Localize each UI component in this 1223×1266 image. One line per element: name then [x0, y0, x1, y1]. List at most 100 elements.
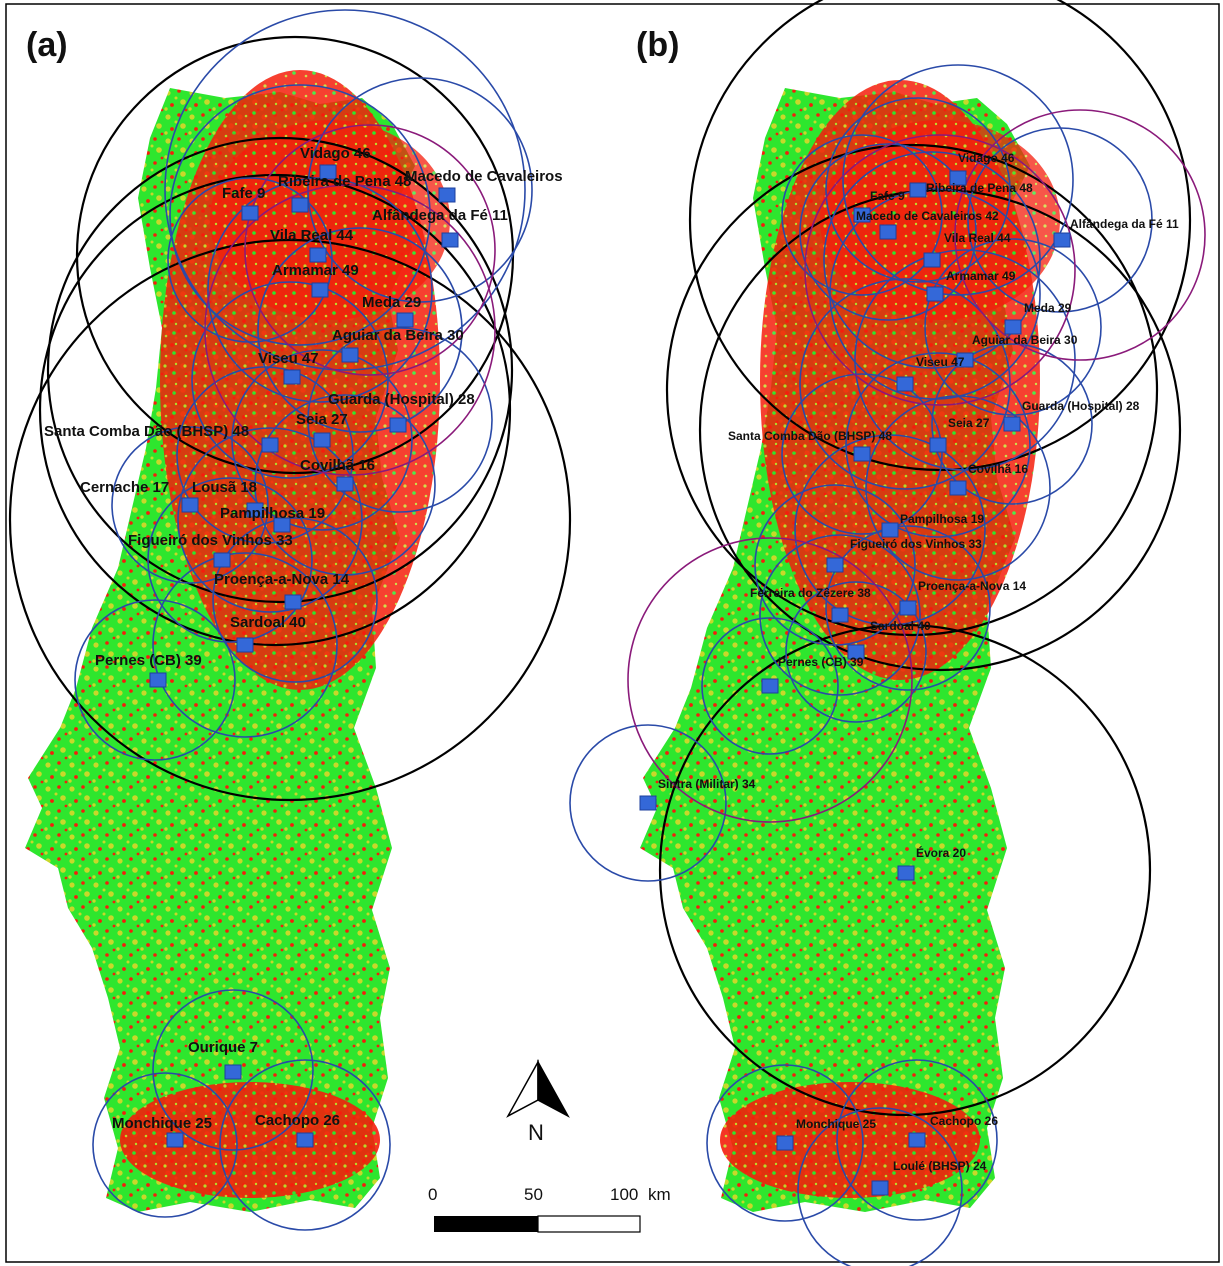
panel-b-label-vilareal: Vila Real 44 — [944, 231, 1011, 245]
panel-b-buffer-circle-blue-14 — [931, 343, 1093, 505]
panel-a-buffer-circle-black-3 — [8, 238, 572, 802]
panel-b-marker-pernes-icon — [761, 678, 779, 694]
panel-a-marker-fafe-icon — [241, 205, 259, 221]
panel-b-marker-vidago-icon — [949, 170, 967, 186]
panel-a-buffer-circle-blue-20 — [74, 599, 236, 761]
panel-b-label-aguiar: Aguiar da Beira 30 — [972, 333, 1078, 347]
panel-b-label-armamar: Armamar 49 — [946, 269, 1016, 283]
panel-a-marker-sardoal-icon — [236, 637, 254, 653]
panel-b-buffer-circle-purple-30 — [804, 134, 1076, 406]
panel-b-site-labels: Vidago 46 Fafe 9 Ribeira de Pena 48 Macedo … — [658, 151, 1179, 1173]
scale-bar: 0 50 100 km — [428, 1185, 671, 1233]
panel-a-buffer-circle-black-1 — [46, 136, 514, 604]
panel-b-label-macedo: Macedo de Cavaleiros 42 — [856, 209, 999, 223]
panel-b-label-loule: Loulé (BHSP) 24 — [893, 1159, 987, 1173]
panel-b-marker-pampilhosa-icon — [881, 522, 899, 538]
panel-a-buffer-circle-blue-18 — [212, 517, 378, 683]
panel-b-label-sardoal: Sardoal 40 — [870, 619, 931, 633]
scale-unit: km — [648, 1185, 671, 1204]
panel-a-buffer-circle-blue-21 — [152, 989, 314, 1151]
panel-a-buffer-circle-blue-5 — [169, 84, 431, 346]
panel-b-buffer-circle-black-1 — [665, 143, 1159, 637]
panel-a-buffer-circle-blue-13 — [176, 366, 354, 544]
panel-b-label-pernes: Pernes (CB) 39 — [778, 655, 864, 669]
panel-b-marker-figueiro-icon — [826, 557, 844, 573]
panel-b-buffer-circle-black-2 — [698, 188, 1182, 672]
panel-a-buffer-circle-blue-23 — [219, 1059, 391, 1231]
panel-a-marker-alfandega-icon — [441, 232, 459, 248]
panel-b-buffer-circle-blue-18 — [794, 434, 986, 626]
panel-a-buffer-circle-blue-17 — [147, 477, 313, 643]
panel-b-marker-aguiar-icon — [956, 352, 974, 368]
panel-a-label-alfandega: Alfândega da Fé 11 — [372, 207, 508, 224]
panel-b-marker-armamar-icon — [926, 286, 944, 302]
panel-b-label-guarda: Guarda (Hospital) 28 — [1022, 399, 1140, 413]
panel-a-marker-viseu-icon — [283, 369, 301, 385]
panel-b-label-figueiro: Figueiró dos Vinhos 33 — [850, 537, 982, 551]
panel-b-buffer-circle-blue-27 — [797, 1107, 963, 1266]
panel-b-marker-fafe-icon — [853, 207, 871, 223]
panel-b-marker-viseu-icon — [896, 376, 914, 392]
panel-a-label-fafe: Fafe 9 — [222, 185, 265, 202]
panel-b-buffer-circle-blue-6 — [825, 97, 1011, 283]
panel-b-buffer-circle-blue-20 — [759, 534, 921, 696]
panel-b-buffer-circle-blue-4 — [842, 64, 1074, 296]
panel-b-marker-alfandega-icon — [1053, 232, 1071, 248]
panel-a-marker-meda-icon — [396, 312, 414, 328]
panel-a-label-ribeira: Ribeira de Pena 48 — [278, 173, 411, 190]
panel-a-label-vidago: Vidago 46 — [300, 145, 371, 162]
panel-b-label-viseu: Viseu 47 — [916, 355, 965, 369]
panel-a-marker-proenca-icon — [284, 594, 302, 610]
panel-b-marker-sardoal-icon — [847, 644, 865, 660]
scale-bar-black-segment — [434, 1216, 538, 1232]
panel-a-label-monchique: Monchique 25 — [112, 1115, 212, 1132]
panel-a-marker-pernes-icon — [149, 672, 167, 688]
panel-a-site-markers — [149, 164, 459, 1148]
panel-a-label-santacomba: Santa Comba Dão (BHSP) 48 — [44, 423, 249, 440]
panel-b-site-markers — [639, 170, 1071, 1196]
panel-a-marker-guarda-icon — [389, 417, 407, 433]
panel-b-marker-macedo-icon — [879, 224, 897, 240]
panel-b-buffer-circle-blue-17 — [865, 395, 1051, 581]
panel-a-marker-vidago-icon — [319, 164, 337, 180]
panel-a-label-cernache: Cernache 17 — [80, 479, 169, 496]
panel-b-marker-evora-icon — [897, 865, 915, 881]
panel-b-buffer-circle-purple-29 — [627, 537, 913, 823]
panel-a-label-cachopo: Cachopo 26 — [255, 1112, 340, 1129]
panel-a-label-lousa: Lousã 18 — [192, 479, 257, 496]
panel-a-marker-vilareal-icon — [309, 247, 327, 263]
panel-a-marker-cernache-icon — [181, 497, 199, 513]
panel-b-marker-seia-icon — [929, 437, 947, 453]
panel-a-letter: (a) — [26, 26, 68, 64]
panel-b-buffer-circle-blue-15 — [781, 373, 943, 535]
panel-a-label-macedo: Macedo de Cavaleiros — [405, 168, 563, 185]
panel-a-label-vilareal: Vila Real 44 — [270, 227, 354, 244]
panel-b-label-fafe: Fafe 9 — [870, 189, 905, 203]
panel-a-buffer-circle-blue-9 — [257, 227, 463, 433]
north-arrow-label: N — [528, 1120, 544, 1145]
panel-b-buffer-circle-black-3 — [658, 623, 1152, 1117]
panel-b-label-seia: Seia 27 — [948, 416, 990, 430]
panel-b-buffer-circle-blue-5 — [781, 134, 943, 296]
panel-a-buffer-circle-black-2 — [38, 173, 512, 647]
panel-a-label-sardoal: Sardoal 40 — [230, 614, 306, 631]
panel-a-marker-seia-icon — [313, 432, 331, 448]
panel-a-buffer-circle-blue-6 — [307, 77, 533, 303]
panel-a-label-figueiro: Figueiró dos Vinhos 33 — [128, 532, 293, 549]
panel-b-label-ferreira: Ferreira do Zêzere 38 — [750, 586, 871, 600]
panel-b-marker-ribeira-icon — [909, 182, 927, 198]
panel-b-label-pampilhosa: Pampilhosa 19 — [900, 512, 984, 526]
panel-a-buffer-circle-blue-7 — [167, 177, 333, 343]
panel-a-buffer-circle-blue-4 — [164, 9, 526, 371]
panel-b-marker-guarda-icon — [1003, 416, 1021, 432]
panel-b-buffer-circle-blue-23 — [701, 617, 839, 755]
panel-b-marker-cachopo-icon — [908, 1132, 926, 1148]
panel-a-label-covilha: Covilhã 16 — [300, 457, 375, 474]
panel-a-label-ourique: Ourique 7 — [188, 1039, 258, 1056]
panel-a-label-pampilhosa: Pampilhosa 19 — [220, 505, 325, 522]
panel-a-label-meda: Meda 29 — [362, 294, 421, 311]
panel-a-buffer-circle-blue-15 — [111, 426, 269, 584]
panel-b-label-proenca: Proença-a-Nova 14 — [918, 579, 1026, 593]
